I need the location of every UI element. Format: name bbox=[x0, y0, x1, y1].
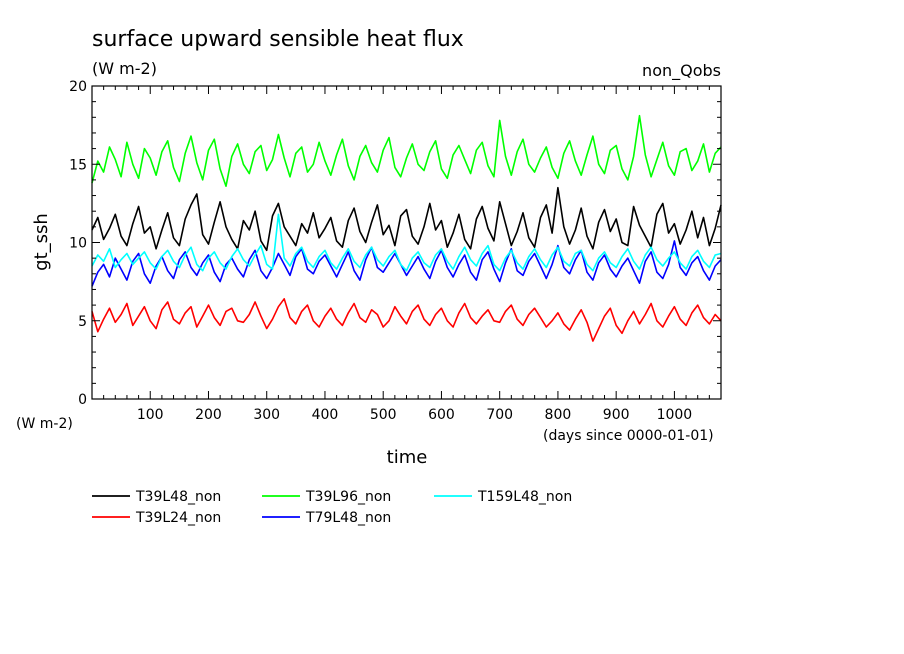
legend-label-T39L48_non: T39L48_non bbox=[135, 489, 221, 505]
y-tick-label: 15 bbox=[69, 157, 87, 173]
x-units: (days since 0000-01-01) bbox=[543, 428, 714, 444]
y-tick-label: 5 bbox=[78, 314, 87, 330]
experiment-label: non_Qobs bbox=[642, 61, 721, 81]
legend-label-T39L96_non: T39L96_non bbox=[305, 489, 391, 505]
series-line-T39L96_non bbox=[91, 114, 722, 187]
x-tick-label: 700 bbox=[486, 407, 513, 423]
chart-units: (W m-2) bbox=[92, 59, 157, 78]
series-line-T39L48_non bbox=[91, 186, 722, 252]
x-axis-label: time bbox=[387, 447, 428, 468]
x-tick-label: 1000 bbox=[657, 407, 693, 423]
x-tick-label: 300 bbox=[253, 407, 280, 423]
legend-label-T159L48_non: T159L48_non bbox=[477, 489, 572, 505]
y-tick-label: 10 bbox=[69, 236, 87, 252]
x-tick-label: 400 bbox=[312, 407, 339, 423]
x-tick-label: 200 bbox=[195, 407, 222, 423]
series-line-T39L24_non bbox=[91, 297, 722, 342]
series-line-T79L48_non bbox=[91, 240, 722, 287]
legend: T39L48_non T39L24_non T39L96_non T79L48_non… bbox=[92, 489, 572, 526]
y-tick-label: 0 bbox=[78, 392, 87, 408]
x-tick-label: 600 bbox=[428, 407, 455, 423]
x-tick-label: 900 bbox=[603, 407, 630, 423]
chart-title: surface upward sensible heat flux bbox=[92, 27, 464, 52]
plot-frame bbox=[91, 85, 722, 400]
y-axis-label: gt_ssh bbox=[31, 213, 52, 271]
y-units: (W m-2) bbox=[16, 416, 73, 432]
x-tick-label: 500 bbox=[370, 407, 397, 423]
y-tick-label: 20 bbox=[69, 79, 87, 95]
tick-layer: 100 200 300 400 500 600 700 800 900 1000 0 5 10 15 20 bbox=[69, 79, 721, 423]
legend-label-T79L48_non: T79L48_non bbox=[305, 510, 391, 526]
series-layer bbox=[91, 114, 722, 342]
series-line-T159L48_non bbox=[91, 213, 722, 272]
legend-label-T39L24_non: T39L24_non bbox=[135, 510, 221, 526]
x-tick-label: 100 bbox=[137, 407, 164, 423]
x-tick-label: 800 bbox=[545, 407, 572, 423]
